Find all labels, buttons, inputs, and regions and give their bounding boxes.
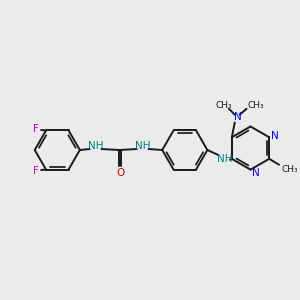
Text: F: F <box>33 166 39 176</box>
Text: N: N <box>251 168 259 178</box>
Text: F: F <box>33 124 39 134</box>
Text: N: N <box>234 112 242 122</box>
Text: N: N <box>271 131 279 141</box>
Text: NH: NH <box>135 141 150 151</box>
Text: CH₃: CH₃ <box>281 165 298 174</box>
Text: CH₃: CH₃ <box>247 101 264 110</box>
Text: CH₃: CH₃ <box>216 101 232 110</box>
Text: O: O <box>116 168 124 178</box>
Text: NH: NH <box>217 154 233 164</box>
Text: NH: NH <box>88 141 103 151</box>
